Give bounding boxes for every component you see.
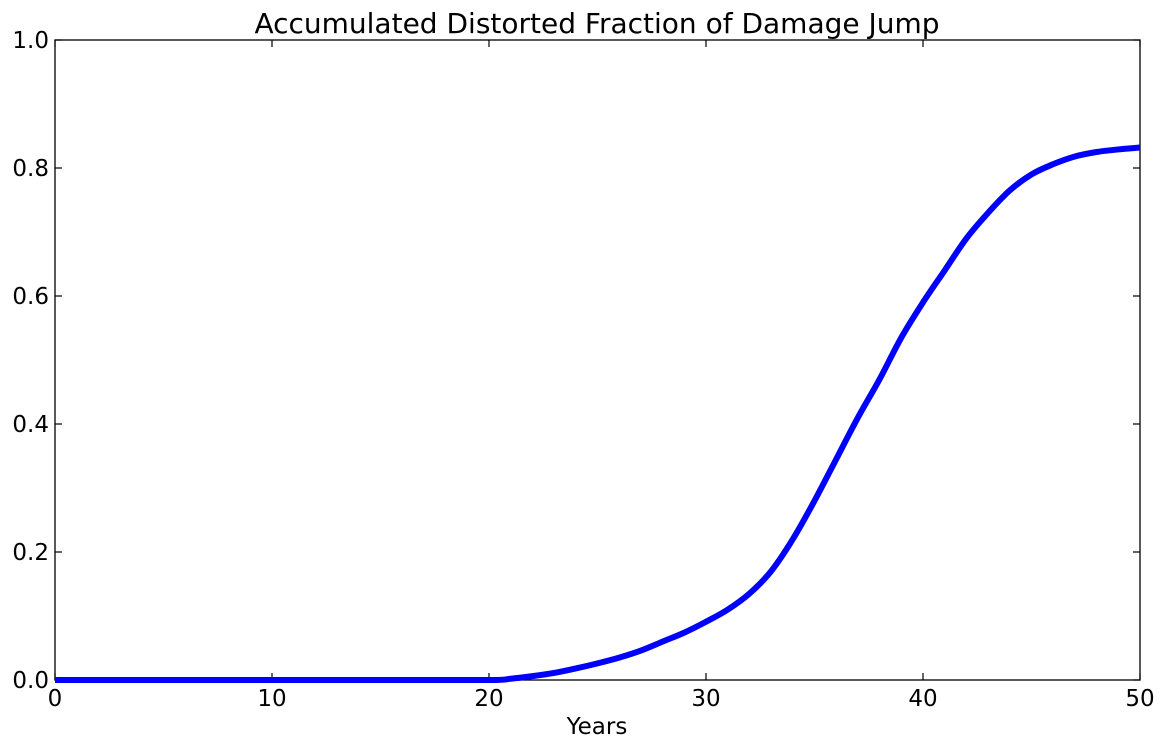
x-tick-label: 50 — [1125, 686, 1154, 712]
x-tick-label: 40 — [908, 686, 937, 712]
x-tick-label: 10 — [257, 686, 286, 712]
tick-labels: 0 10 20 30 40 50 0.0 0.2 0.4 0.6 0.8 1.0 — [12, 28, 1154, 712]
x-tick-label: 0 — [48, 686, 63, 712]
series-line-0 — [55, 144, 1141, 684]
x-tick-label: 30 — [691, 686, 720, 712]
x-tick-label: 20 — [474, 686, 503, 712]
series-layer — [55, 144, 1141, 684]
y-tick-label: 0.4 — [12, 412, 49, 438]
y-tick-label: 0.6 — [12, 284, 49, 310]
y-tick-label: 0.2 — [12, 540, 49, 566]
chart-title: Accumulated Distorted Fraction of Damage… — [254, 7, 939, 40]
plot-frame — [54, 39, 1141, 681]
y-tick-label: 1.0 — [12, 28, 49, 54]
x-axis-label: Years — [566, 714, 628, 740]
axis-ticks — [54, 39, 1141, 681]
y-tick-label: 0.0 — [12, 668, 49, 694]
y-tick-label: 0.8 — [12, 156, 49, 182]
